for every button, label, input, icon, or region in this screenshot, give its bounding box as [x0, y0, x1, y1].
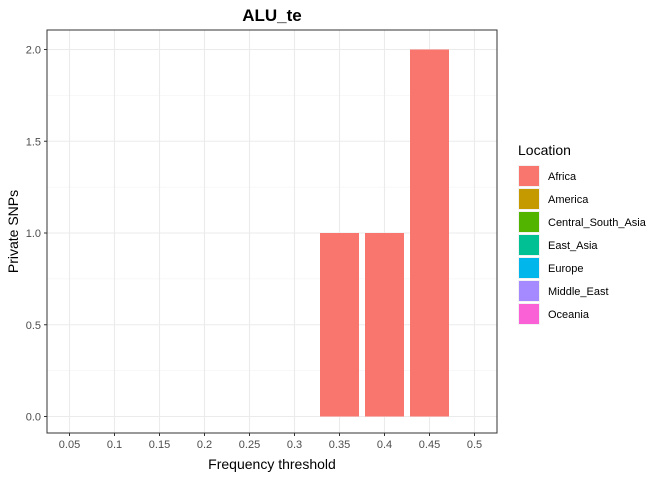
x-axis: 0.05 0.1 0.15 0.2 0.25 0.3 0.35 0.4 0.45 0.5 [59, 433, 482, 451]
legend: Location Africa America Central_South_Asia… [518, 142, 647, 325]
y-tick-label: 0.5 [26, 320, 41, 332]
y-axis: 0.0 0.5 1.0 1.5 2.0 [26, 45, 47, 424]
legend-label: East_Asia [548, 240, 598, 252]
chart-title: ALU_te [242, 6, 302, 25]
plot-panel-border [46, 29, 498, 434]
legend-swatch [519, 189, 539, 209]
bars [320, 49, 449, 417]
x-tick-label: 0.25 [239, 439, 260, 451]
x-axis-title: Frequency threshold [208, 456, 336, 472]
x-tick-label: 0.4 [377, 439, 392, 451]
legend-title: Location [518, 142, 571, 158]
legend-swatch [519, 281, 539, 301]
legend-swatch [519, 235, 539, 255]
x-tick-label: 0.5 [467, 439, 482, 451]
x-tick-label: 0.45 [419, 439, 440, 451]
legend-label: Oceania [548, 309, 590, 321]
x-tick-label: 0.15 [149, 439, 170, 451]
legend-swatch [519, 304, 539, 324]
bar [365, 233, 404, 417]
x-tick-label: 0.35 [329, 439, 350, 451]
y-tick-label: 1.5 [26, 136, 41, 148]
legend-swatch [519, 212, 539, 232]
legend-label: Europe [548, 263, 583, 275]
x-tick-label: 0.05 [59, 439, 80, 451]
legend-label: Africa [548, 171, 577, 183]
legend-swatch [519, 166, 539, 186]
legend-label: Central_South_Asia [548, 217, 647, 229]
x-tick-label: 0.2 [197, 439, 212, 451]
bar [410, 49, 449, 417]
y-axis-title: Private SNPs [5, 190, 21, 273]
x-tick-label: 0.3 [287, 439, 302, 451]
y-tick-label: 0.0 [26, 412, 41, 424]
x-tick-label: 0.1 [107, 439, 122, 451]
legend-swatch [519, 258, 539, 278]
y-tick-label: 2.0 [26, 45, 41, 57]
bar [320, 233, 359, 417]
legend-label: America [548, 194, 589, 206]
legend-label: Middle_East [548, 286, 609, 298]
y-tick-label: 1.0 [26, 228, 41, 240]
